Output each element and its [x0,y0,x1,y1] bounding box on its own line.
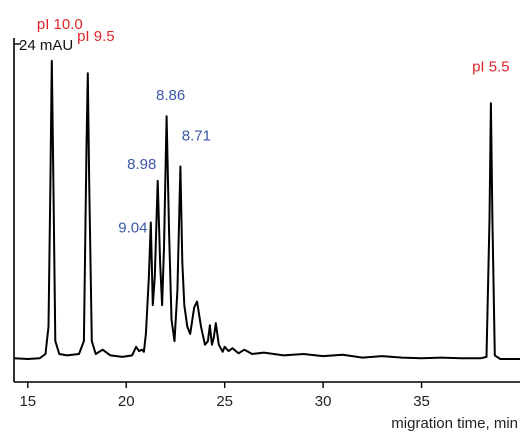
peak-label: 8.71 [182,128,211,145]
peak-label: 8.98 [127,156,156,173]
x-tick-label: 20 [118,393,135,410]
trace-group [13,59,520,360]
x-tick-label: 15 [19,393,36,410]
peak-label: 9.04 [118,220,147,237]
standard-label: pI 9.5 [77,28,115,45]
peak-annotations: pI 10.0pI 9.5 pI 5.5 9.04 8.98 8.86 8.71 [37,16,510,237]
x-axis-title: migration time, min [391,415,518,432]
axes [13,38,520,383]
x-tick-label: 30 [315,393,332,410]
standard-label: pI 5.5 [472,58,510,75]
scale-bar: 24 mAU [14,37,73,54]
scale-bar-label: 24 mAU [19,37,73,54]
x-axis-ticks: 15 20 25 30 35 [19,382,430,410]
x-tick-label: 25 [216,393,233,410]
standard-label: pI 10.0 [37,16,83,33]
peak-label: 8.86 [156,87,185,104]
x-tick-label: 35 [413,393,430,410]
electropherogram-trace [13,59,520,360]
